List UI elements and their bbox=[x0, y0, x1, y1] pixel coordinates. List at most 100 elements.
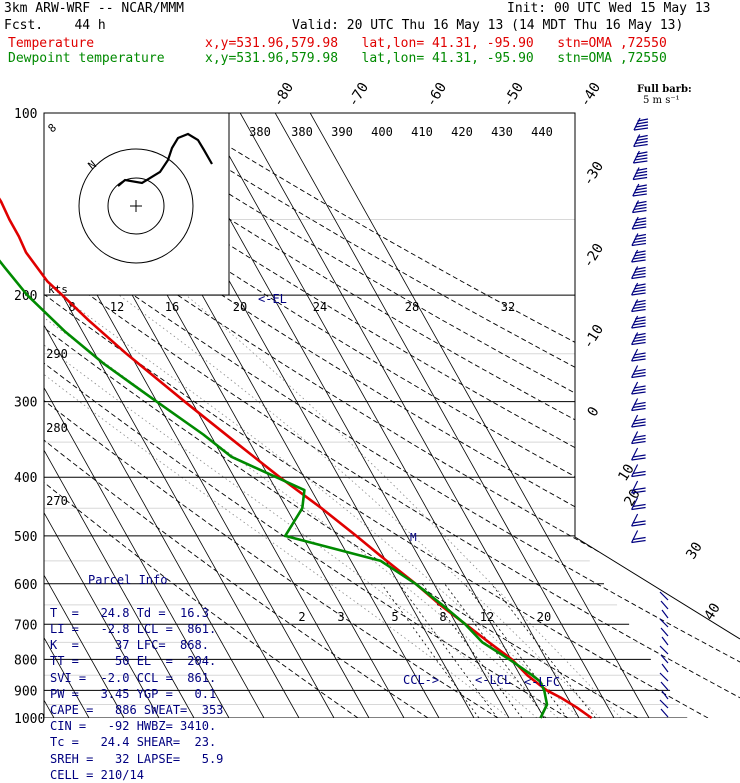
wind-barb-flag bbox=[634, 173, 648, 178]
wind-barb-flag bbox=[633, 335, 646, 340]
wind-barb-flag bbox=[632, 256, 646, 260]
wind-barb-staff bbox=[631, 497, 639, 510]
wind-barb-flag bbox=[634, 220, 647, 224]
theta-label: 380 bbox=[291, 125, 313, 139]
wind-barb-flag bbox=[635, 217, 647, 221]
wind-barb-flag bbox=[633, 269, 646, 274]
parcel-info-row: PW = 3.45 YGP = 0.1 bbox=[50, 686, 217, 701]
isotherm-label: 40 bbox=[701, 600, 724, 623]
init-time: Init: 00 UTC Wed 15 May 13 bbox=[507, 1, 711, 16]
hodograph-ring-label: 20 bbox=[233, 300, 247, 314]
isotherm-label: 10 bbox=[615, 461, 638, 484]
wind-barb-flag bbox=[635, 316, 646, 320]
wind-barb-low bbox=[659, 645, 669, 655]
wind-barb-low bbox=[660, 627, 669, 637]
isotherm-label: -20 bbox=[580, 241, 607, 271]
pressure-label: 600 bbox=[14, 578, 37, 593]
ccl-marker: CCL-> bbox=[403, 673, 439, 687]
forecast-hour: Fcst. 44 h bbox=[4, 18, 106, 33]
wind-barb-flag bbox=[631, 424, 646, 428]
pressure-label: 900 bbox=[14, 684, 37, 699]
parcel-info-title: Parcel Info bbox=[88, 573, 168, 588]
wind-barb-flag bbox=[632, 371, 646, 376]
wind-barb-flag bbox=[633, 176, 648, 181]
dry-adiabat bbox=[44, 113, 359, 718]
wind-barb-flag bbox=[632, 487, 646, 491]
pressure-label: 400 bbox=[14, 471, 37, 486]
lcl-marker: <-LCL bbox=[475, 673, 511, 687]
wind-barb-flag bbox=[634, 140, 648, 145]
wind-barb-flag bbox=[636, 167, 648, 172]
wind-barb-flag bbox=[635, 124, 649, 128]
model-title: 3km ARW-WRF -- NCAR/MMM bbox=[4, 1, 185, 16]
theta-label: 390 bbox=[331, 125, 353, 139]
wind-barb-flag bbox=[632, 421, 646, 425]
wind-barb-flag bbox=[636, 121, 649, 125]
mixing-ratio-label: 8 bbox=[439, 610, 446, 624]
wind-barb-flag bbox=[631, 539, 646, 544]
wind-barb-flag bbox=[632, 322, 646, 326]
parcel-info-row: TT = 50 EL = 204. bbox=[50, 654, 217, 669]
wind-barb-flag bbox=[631, 308, 646, 313]
moist-adiabat bbox=[44, 294, 538, 718]
wind-barb-flag bbox=[632, 193, 647, 197]
isotherm-label: 0 bbox=[585, 404, 603, 420]
hodograph-ring-label: 8 bbox=[68, 300, 75, 314]
mixing-ratio-label: 2 bbox=[298, 610, 305, 624]
el-marker: <-EL bbox=[258, 292, 287, 306]
wind-barb-flag bbox=[633, 253, 646, 257]
dry-adiabat bbox=[44, 113, 639, 718]
wind-barb-flag bbox=[632, 520, 646, 524]
theta-label: 440 bbox=[531, 125, 553, 139]
wind-barb-staff bbox=[631, 513, 639, 527]
wind-barb-flag bbox=[633, 160, 648, 164]
wind-barb-flag bbox=[631, 259, 646, 263]
pressure-label: 100 bbox=[14, 107, 37, 122]
wind-barb-flag bbox=[637, 118, 649, 122]
mixing-ratio-line bbox=[398, 583, 498, 718]
wind-barb-flag bbox=[632, 388, 646, 392]
wind-barb-flag bbox=[633, 418, 646, 422]
wind-barb-low bbox=[660, 600, 669, 610]
hodograph-ring bbox=[107, 177, 165, 235]
isotherm bbox=[44, 113, 125, 718]
hodograph-trace bbox=[117, 132, 213, 187]
dry-adiabat bbox=[44, 113, 569, 718]
parcel-info-row: SREH = 32 LAPSE= 5.9 bbox=[50, 751, 224, 766]
dewpoint-location: x,y=531.96,579.98 lat,lon= 41.31, -95.90… bbox=[205, 51, 667, 66]
parcel-info-row: CIN = -92 HWBZ= 3410. bbox=[50, 719, 217, 734]
wind-barb-flag bbox=[632, 503, 646, 508]
wind-barb-flag bbox=[635, 266, 646, 271]
parcel-info-row: K = 37 LFC= 868. bbox=[50, 638, 209, 653]
barb-legend-unit: 5 m s⁻¹ bbox=[643, 95, 680, 106]
isotherm bbox=[44, 113, 300, 718]
parcel-info-row: T = 24.8 Td = 16.3 bbox=[50, 605, 209, 620]
wind-barb-flag bbox=[632, 437, 646, 442]
isotherm-label: -40 bbox=[577, 80, 604, 110]
mixing-ratio-label: 5 bbox=[391, 610, 398, 624]
wind-barb-flag bbox=[631, 292, 646, 296]
pressure-label: 700 bbox=[14, 618, 37, 633]
isotherm-label: -30 bbox=[580, 159, 607, 189]
hodograph-ring-label: 28 bbox=[405, 300, 419, 314]
wind-barb-flag bbox=[633, 434, 646, 439]
isotherm bbox=[44, 113, 160, 718]
isotherm bbox=[44, 113, 265, 718]
mixing-ratio-line bbox=[491, 583, 596, 718]
pressure-label: 300 bbox=[14, 396, 37, 411]
theta-label-left: 290 bbox=[46, 347, 68, 361]
dry-adiabat bbox=[137, 113, 740, 718]
header: 3km ARW-WRF -- NCAR/MMM Init: 00 UTC Wed… bbox=[0, 0, 740, 68]
dry-adiabat bbox=[65, 113, 740, 718]
dry-adiabat bbox=[174, 113, 740, 718]
wind-barb-low bbox=[660, 654, 669, 664]
wind-barb-low bbox=[661, 636, 669, 646]
wind-barb-flag bbox=[632, 305, 646, 310]
wind-barb-flag bbox=[633, 190, 647, 194]
wind-barb-flag bbox=[634, 236, 647, 241]
wind-barb-flag bbox=[632, 209, 647, 214]
wind-barb-flag bbox=[633, 368, 646, 373]
wind-barb-flag bbox=[635, 200, 647, 205]
wind-barb-flag bbox=[633, 223, 647, 227]
